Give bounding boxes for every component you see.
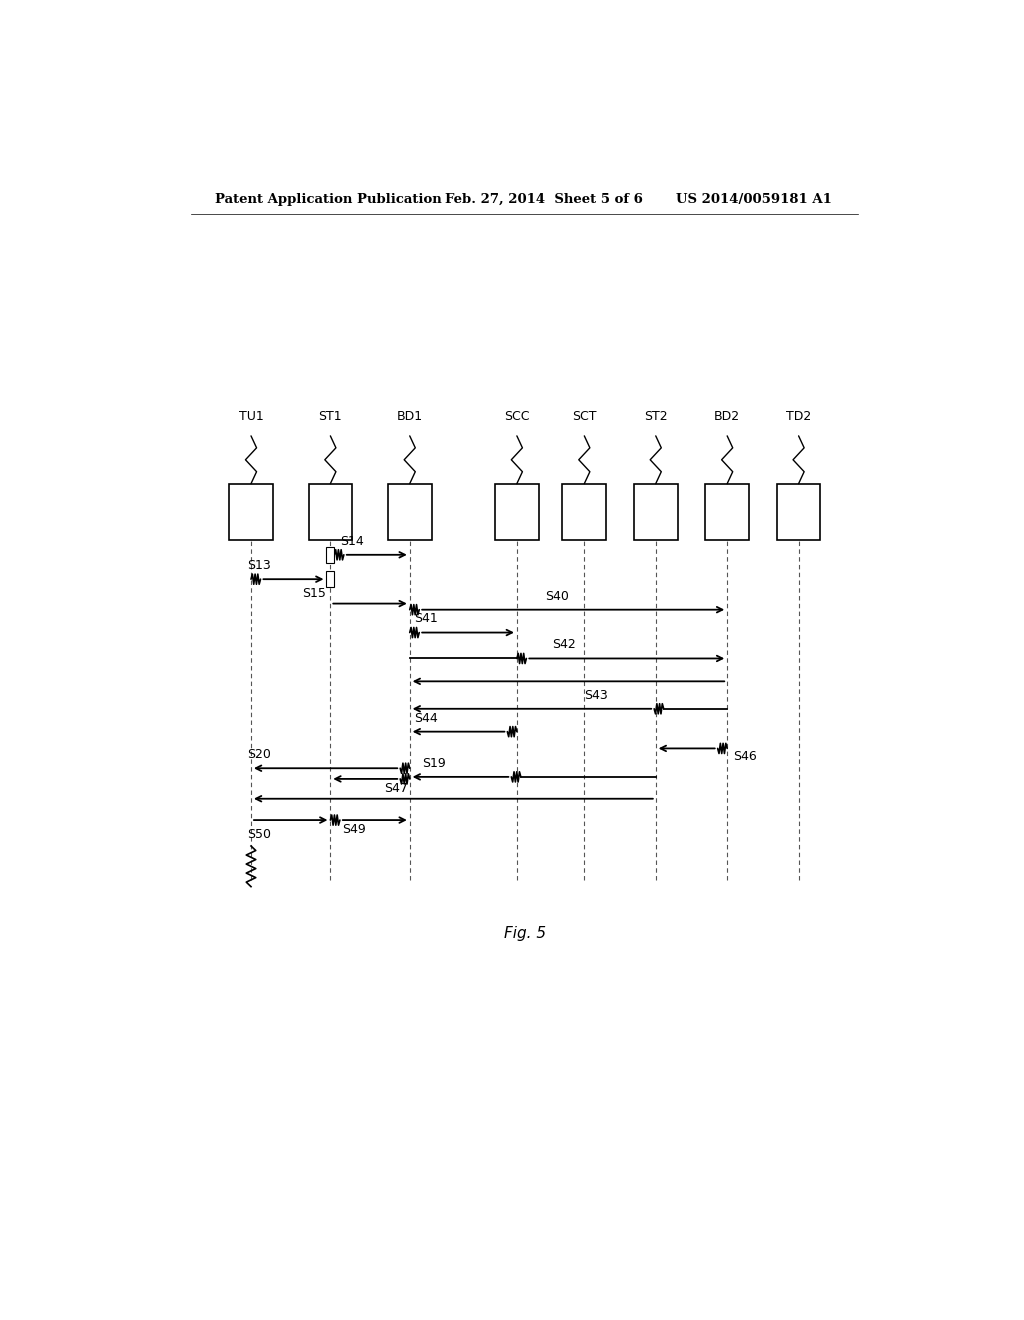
Text: Patent Application Publication: Patent Application Publication: [215, 193, 442, 206]
Bar: [308, 483, 352, 540]
Text: US 2014/0059181 A1: US 2014/0059181 A1: [676, 193, 831, 206]
Text: S15: S15: [302, 586, 327, 599]
Text: ST2: ST2: [644, 409, 668, 422]
Bar: [229, 483, 272, 540]
Text: S44: S44: [414, 711, 437, 725]
Bar: [562, 483, 606, 540]
Text: S20: S20: [247, 748, 271, 762]
Bar: [327, 546, 334, 562]
Text: ST1: ST1: [318, 409, 342, 422]
Bar: [327, 572, 334, 587]
Bar: [634, 483, 678, 540]
Text: TD2: TD2: [786, 409, 811, 422]
Bar: [495, 483, 539, 540]
Bar: [777, 483, 820, 540]
Text: SCC: SCC: [504, 409, 529, 422]
Text: S47: S47: [384, 781, 409, 795]
Text: BD2: BD2: [714, 409, 740, 422]
Text: S19: S19: [422, 756, 445, 770]
Text: SCT: SCT: [572, 409, 597, 422]
Bar: [388, 483, 431, 540]
Text: S41: S41: [414, 612, 437, 626]
Text: Fig. 5: Fig. 5: [504, 927, 546, 941]
Text: Feb. 27, 2014  Sheet 5 of 6: Feb. 27, 2014 Sheet 5 of 6: [445, 193, 643, 206]
Text: S13: S13: [247, 560, 270, 572]
Text: S43: S43: [585, 689, 608, 702]
Text: S14: S14: [340, 535, 364, 548]
Text: S50: S50: [247, 828, 271, 841]
Text: TU1: TU1: [239, 409, 263, 422]
Text: BD1: BD1: [396, 409, 423, 422]
Text: S46: S46: [733, 751, 758, 763]
Bar: [706, 483, 749, 540]
Text: S40: S40: [545, 590, 568, 602]
Text: S49: S49: [342, 824, 366, 836]
Text: S42: S42: [553, 639, 577, 651]
